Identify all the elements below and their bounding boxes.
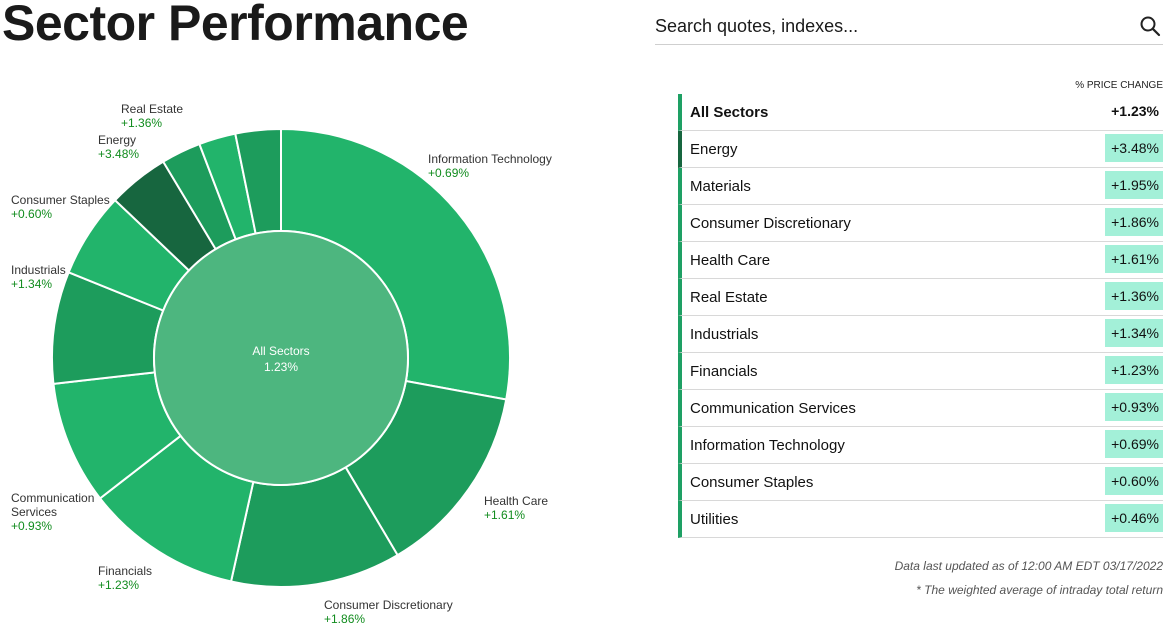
price-change-badge: +1.95%: [1105, 171, 1163, 199]
callout-label: Services: [11, 505, 57, 519]
price-change-badge: +1.34%: [1105, 319, 1163, 347]
price-change-badge: +1.23%: [1111, 103, 1159, 119]
table-row[interactable]: Financials +1.23%: [678, 353, 1163, 390]
callout-label: Energy: [98, 133, 136, 147]
callout-value: +0.93%: [11, 519, 52, 533]
callout-value: +0.60%: [11, 207, 52, 221]
table-row[interactable]: Industrials +1.34%: [678, 316, 1163, 353]
table-row[interactable]: Consumer Staples +0.60%: [678, 464, 1163, 501]
sector-table: % PRICE CHANGE All Sectors +1.23% Energy +3…: [678, 78, 1163, 538]
sector-name: Real Estate: [690, 289, 768, 306]
callout-value: +1.23%: [98, 578, 139, 592]
price-change-badge: +1.61%: [1105, 245, 1163, 273]
sector-name: Financials: [690, 363, 758, 380]
sector-name: Consumer Discretionary: [690, 215, 851, 232]
table-row-all-sectors[interactable]: All Sectors +1.23%: [678, 94, 1163, 131]
center-value: 1.23%: [264, 360, 298, 374]
last-updated-note: Data last updated as of 12:00 AM EDT 03/…: [894, 559, 1163, 573]
callout-label: Financials: [98, 564, 152, 578]
sector-name: Utilities: [690, 511, 739, 528]
callout-value: +0.69%: [428, 166, 469, 180]
callout-label: Communication: [11, 491, 94, 505]
sector-name: Information Technology: [690, 437, 845, 454]
column-header: % PRICE CHANGE: [1075, 80, 1163, 91]
callout-label: Consumer Staples: [11, 193, 110, 207]
price-change-badge: +1.23%: [1105, 356, 1163, 384]
table-row[interactable]: Real Estate +1.36%: [678, 279, 1163, 316]
sector-name: All Sectors: [690, 104, 769, 121]
page-title: Sector Performance: [2, 0, 469, 51]
callout-value: +1.36%: [121, 116, 162, 130]
sector-name: Materials: [690, 178, 751, 195]
callout-value: +3.48%: [98, 147, 139, 161]
table-row[interactable]: Utilities +0.46%: [678, 501, 1163, 538]
table-row[interactable]: Communication Services +0.93%: [678, 390, 1163, 427]
table-row[interactable]: Consumer Discretionary +1.86%: [678, 205, 1163, 242]
center-label: All Sectors: [252, 344, 309, 358]
table-row[interactable]: Materials +1.95%: [678, 168, 1163, 205]
callout-value: +1.61%: [484, 508, 525, 522]
table-row[interactable]: Energy +3.48%: [678, 131, 1163, 168]
price-change-badge: +1.86%: [1105, 208, 1163, 236]
callout-label: Real Estate: [121, 102, 183, 116]
price-change-badge: +1.36%: [1105, 282, 1163, 310]
table-row[interactable]: Information Technology +0.69%: [678, 427, 1163, 464]
callout-label: Health Care: [484, 494, 548, 508]
callout-label: Consumer Discretionary: [324, 598, 453, 612]
price-change-badge: +0.93%: [1105, 393, 1163, 421]
table-row[interactable]: Health Care +1.61%: [678, 242, 1163, 279]
price-change-badge: +0.60%: [1105, 467, 1163, 495]
sector-name: Industrials: [690, 326, 759, 343]
weighted-average-note: * The weighted average of intraday total…: [916, 583, 1163, 597]
donut-center[interactable]: [153, 230, 409, 486]
price-change-badge: +0.69%: [1105, 430, 1163, 458]
sector-name: Energy: [690, 141, 738, 158]
callout-value: +1.34%: [11, 277, 52, 291]
search-bar[interactable]: Search quotes, indexes...: [655, 8, 1163, 45]
callout-value: +1.86%: [324, 612, 365, 626]
sector-name: Communication Services: [690, 400, 856, 417]
search-icon[interactable]: [1139, 15, 1161, 37]
sector-name: Health Care: [690, 252, 771, 269]
sector-name: Consumer Staples: [690, 474, 814, 491]
callout-label: Industrials: [11, 263, 66, 277]
callout-label: Information Technology: [428, 152, 552, 166]
price-change-badge: +0.46%: [1105, 504, 1163, 532]
search-input[interactable]: Search quotes, indexes...: [655, 16, 859, 36]
price-change-badge: +3.48%: [1105, 134, 1163, 162]
